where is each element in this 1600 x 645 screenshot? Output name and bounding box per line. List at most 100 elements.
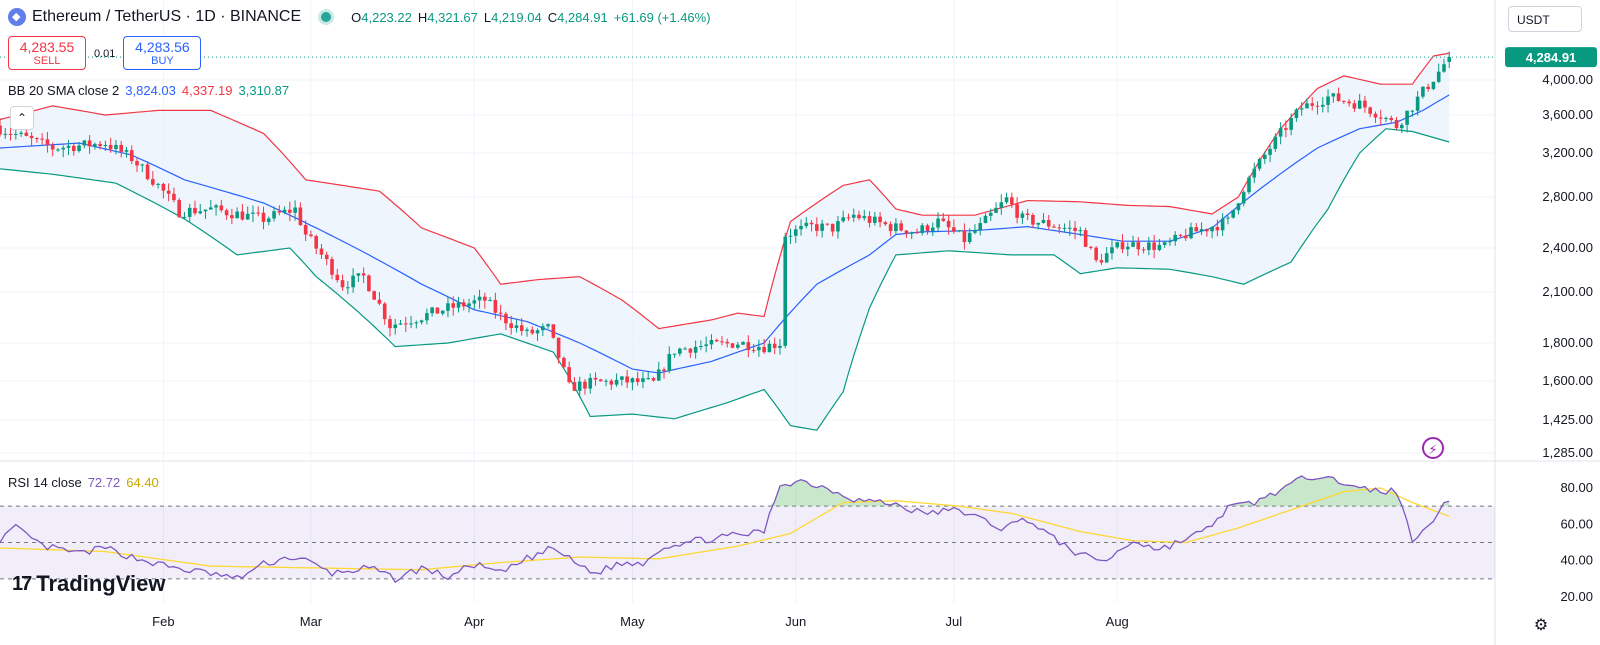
tradingview-logo: 17 TradingView xyxy=(12,571,165,597)
symbol-title[interactable]: Ethereum / TetherUS · 1D · BINANCE xyxy=(32,8,302,25)
candle-body xyxy=(461,302,466,307)
lightning-icon[interactable]: ⚡ xyxy=(1422,437,1444,459)
candle-body xyxy=(920,225,925,233)
candle xyxy=(1147,236,1151,256)
candle xyxy=(788,228,793,244)
rsi-legend[interactable]: RSI 14 close 72.72 64.40 xyxy=(8,475,159,490)
candle xyxy=(699,340,703,351)
candle xyxy=(93,142,97,150)
candle xyxy=(730,342,735,349)
rsi-line xyxy=(0,475,1450,584)
gear-icon[interactable]: ⚙ xyxy=(1533,617,1549,634)
candle-body xyxy=(699,346,703,348)
candle-body xyxy=(936,218,940,228)
candle-body xyxy=(825,223,830,225)
candle xyxy=(546,323,550,329)
candle-body xyxy=(588,377,593,389)
candle xyxy=(651,376,656,382)
candle-body xyxy=(736,344,740,348)
candle-body xyxy=(598,379,603,382)
bb-legend[interactable]: BB 20 SMA close 2 3,824.03 4,337.19 3,31… xyxy=(8,83,289,98)
candle xyxy=(851,208,856,222)
candle xyxy=(973,224,977,235)
candle xyxy=(193,200,197,216)
candle xyxy=(50,142,55,157)
candle xyxy=(140,163,145,173)
high-value: 4,321.67 xyxy=(427,9,478,25)
candle xyxy=(983,213,988,224)
candle-body xyxy=(672,353,677,355)
candle xyxy=(509,315,513,335)
candle-body xyxy=(1310,103,1315,106)
candle xyxy=(646,371,651,380)
candle-body xyxy=(161,183,166,191)
candle xyxy=(103,140,108,152)
rsi-pane: 80.00 60.00 40.00 20.00 xyxy=(0,475,1593,604)
collapse-legend-button[interactable]: ⌃ xyxy=(10,106,34,130)
candle-body xyxy=(525,329,529,332)
candle-body xyxy=(488,299,492,301)
candle xyxy=(1104,247,1109,263)
candle xyxy=(588,373,593,394)
buy-button[interactable]: 4,283.56 BUY xyxy=(123,36,202,70)
candle-body xyxy=(693,346,698,353)
candle xyxy=(551,324,556,339)
sell-button[interactable]: 4,283.55 SELL xyxy=(8,36,86,70)
rsi-axis-label: 20.00 xyxy=(1560,589,1593,604)
candle-body xyxy=(1073,227,1077,231)
candle xyxy=(746,335,751,358)
rsi-axis-label: 80.00 xyxy=(1560,480,1593,495)
time-axis-label: May xyxy=(620,614,645,629)
candle-body xyxy=(1347,101,1351,104)
candle xyxy=(909,231,914,240)
candle xyxy=(930,222,935,236)
chevron-up-icon: ⌃ xyxy=(16,111,28,125)
open-value: 4,223.22 xyxy=(361,9,412,25)
candle-body xyxy=(1157,244,1162,250)
candle-body xyxy=(66,145,71,148)
candle xyxy=(598,378,603,382)
candle xyxy=(446,296,450,318)
currency-selector[interactable]: USDT xyxy=(1508,6,1582,32)
candle-body xyxy=(1220,218,1225,231)
candle-body xyxy=(451,303,456,308)
candle-body xyxy=(1442,64,1446,72)
candle-body xyxy=(98,143,102,147)
candle-body xyxy=(483,296,487,301)
candle-body xyxy=(377,299,382,304)
candle-body xyxy=(783,236,788,346)
candle xyxy=(340,274,345,291)
candle-body xyxy=(952,227,956,232)
candle-body xyxy=(1205,229,1209,232)
candle-body xyxy=(999,202,1004,208)
candle-body xyxy=(0,125,2,135)
candle xyxy=(1136,237,1141,256)
candle-body xyxy=(851,214,856,218)
candle-body xyxy=(8,133,13,135)
candle-body xyxy=(382,303,387,320)
candle xyxy=(704,336,708,353)
candle xyxy=(988,208,993,221)
candle-body xyxy=(1378,117,1383,119)
candle xyxy=(235,207,239,219)
candle xyxy=(762,338,766,354)
candle xyxy=(804,217,809,229)
candle xyxy=(614,373,619,387)
candle-body xyxy=(551,324,556,338)
candle xyxy=(166,183,171,202)
candle-body xyxy=(1015,204,1019,218)
chart-header: Ethereum / TetherUS · 1D · BINANCE O4,22… xyxy=(8,8,711,26)
candle-body xyxy=(1099,260,1104,263)
price-axis-label: 1,800.00 xyxy=(1542,335,1593,350)
candle-body xyxy=(467,303,471,307)
candle xyxy=(967,228,972,245)
candle-body xyxy=(678,348,682,354)
candle-body xyxy=(730,343,735,348)
candle xyxy=(1241,190,1246,207)
candle-body xyxy=(799,226,803,230)
candle-body xyxy=(614,379,619,385)
candle-body xyxy=(219,205,224,211)
candle xyxy=(77,142,81,153)
candle xyxy=(514,319,519,333)
